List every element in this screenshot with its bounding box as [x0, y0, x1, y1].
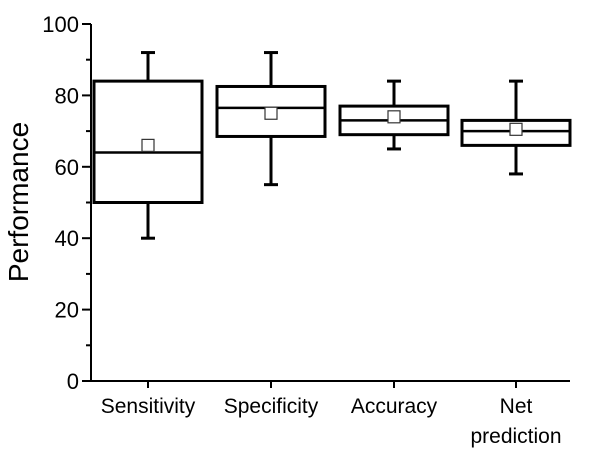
y-tick-label: 100 — [42, 12, 79, 37]
x-axis: Sensitivity Specificity Accuracy Net predict… — [91, 380, 570, 448]
x-tick-label: Sensitivity — [101, 395, 196, 418]
iqr-box — [460, 118, 572, 147]
iqr-box — [92, 79, 204, 204]
y-axis: 0 20 40 60 80 100 — [42, 12, 92, 394]
y-tick-label: 20 — [55, 298, 79, 323]
x-tick-label: prediction — [470, 425, 561, 448]
x-tick-label: Net — [500, 395, 533, 418]
boxes — [92, 51, 572, 240]
mean-marker — [387, 110, 401, 124]
y-tick-label: 80 — [55, 83, 79, 108]
y-axis-title: Performance — [3, 122, 34, 282]
iqr-box — [215, 84, 327, 138]
x-tick-label: Accuracy — [351, 395, 438, 418]
y-tick-label: 0 — [67, 369, 79, 394]
box-2 — [338, 79, 450, 151]
box-1 — [215, 51, 327, 187]
mean-marker — [264, 106, 278, 120]
y-tick-label: 40 — [55, 226, 79, 251]
mean-marker — [141, 138, 155, 152]
mean-marker — [509, 122, 523, 136]
x-tick-label: Specificity — [224, 395, 319, 418]
y-tick-label: 60 — [55, 155, 79, 180]
box-0 — [92, 51, 204, 240]
box-3 — [460, 79, 572, 176]
